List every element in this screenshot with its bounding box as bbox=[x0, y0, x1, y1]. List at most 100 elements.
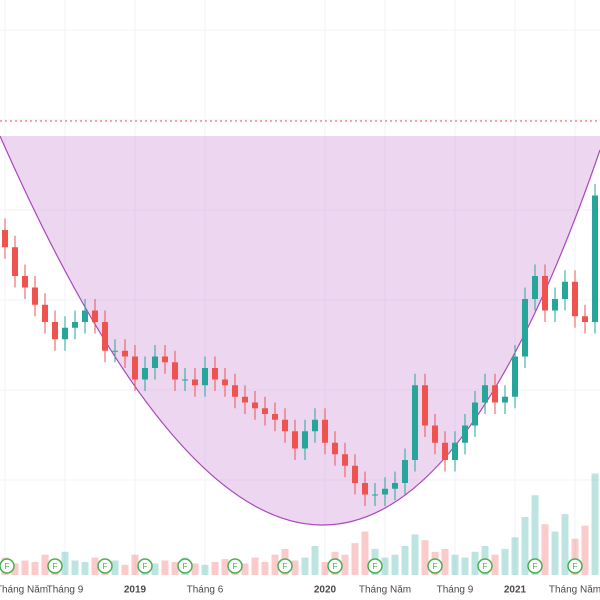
candle-body bbox=[562, 281, 568, 299]
volume-bar bbox=[61, 551, 69, 575]
candle-body bbox=[292, 431, 298, 449]
volume-bar bbox=[71, 560, 79, 575]
event-icon bbox=[477, 558, 493, 574]
volume-bar bbox=[121, 564, 129, 575]
candle-body bbox=[212, 368, 218, 380]
candle-body bbox=[552, 299, 558, 311]
volume-bar bbox=[541, 524, 549, 575]
candles bbox=[2, 184, 598, 506]
event-label: F bbox=[573, 562, 578, 571]
x-tick-label: Tháng 6 bbox=[187, 585, 224, 596]
event-icon bbox=[137, 558, 153, 574]
candle-body bbox=[182, 379, 188, 381]
candle-body bbox=[422, 385, 428, 426]
candle-body bbox=[312, 419, 318, 432]
candle-body bbox=[272, 414, 278, 420]
volume-bar bbox=[381, 557, 389, 575]
x-tick-label: Tháng 9 bbox=[437, 585, 474, 596]
candle-body bbox=[282, 419, 288, 432]
volume-bar bbox=[361, 531, 369, 575]
volume-bar bbox=[21, 560, 29, 575]
candle-body bbox=[582, 316, 588, 322]
cup-curve bbox=[0, 135, 600, 526]
candle-body bbox=[412, 385, 418, 460]
event-icon bbox=[567, 558, 583, 574]
candle-body bbox=[572, 281, 578, 317]
candle-body bbox=[442, 442, 448, 460]
candle-body bbox=[352, 465, 358, 483]
candle-body bbox=[432, 425, 438, 443]
volume-bar bbox=[471, 551, 479, 575]
volume-bar bbox=[131, 554, 139, 575]
candle-body bbox=[542, 276, 548, 311]
x-tick-label: Tháng Năm bbox=[359, 585, 411, 596]
candle-body bbox=[482, 385, 488, 403]
event-icon bbox=[47, 558, 63, 574]
candle-body bbox=[462, 425, 468, 443]
x-tick-label: Tháng Năm bbox=[0, 585, 48, 596]
candle-body bbox=[32, 287, 38, 305]
candle-body bbox=[512, 356, 518, 397]
volume-bar bbox=[531, 495, 539, 575]
candle-body bbox=[72, 322, 78, 328]
volume-bar bbox=[441, 548, 449, 575]
volume-bar bbox=[341, 554, 349, 575]
volume bbox=[1, 473, 599, 575]
event-icon bbox=[327, 558, 343, 574]
candle-body bbox=[302, 431, 308, 449]
volume-bar bbox=[271, 554, 279, 575]
vertical-grid bbox=[4, 0, 576, 575]
candle-body bbox=[152, 356, 158, 368]
volume-bar bbox=[571, 538, 579, 575]
x-tick-label: Tháng 9 bbox=[47, 585, 84, 596]
volume-bar bbox=[311, 546, 319, 575]
x-tick-label: 2019 bbox=[124, 585, 147, 596]
x-tick-label: 2021 bbox=[504, 585, 527, 596]
event-label: F bbox=[233, 562, 238, 571]
candle-body bbox=[362, 483, 368, 495]
event-label: F bbox=[333, 562, 338, 571]
candle-body bbox=[372, 494, 378, 496]
volume-bar bbox=[291, 560, 299, 575]
volume-bar bbox=[491, 554, 499, 575]
candle-body bbox=[102, 322, 108, 351]
candle-body bbox=[472, 402, 478, 426]
event-icon bbox=[177, 558, 193, 574]
event-label: F bbox=[143, 562, 148, 571]
volume-bar bbox=[551, 531, 559, 575]
candle-body bbox=[222, 379, 228, 386]
volume-bar bbox=[561, 514, 569, 575]
volume-bar bbox=[241, 563, 249, 575]
candle-body bbox=[122, 350, 128, 357]
event-label: F bbox=[433, 562, 438, 571]
candle-body bbox=[82, 310, 88, 322]
event-icon bbox=[367, 558, 383, 574]
candle-body bbox=[532, 276, 538, 299]
volume-bar bbox=[411, 534, 419, 575]
candle-body bbox=[112, 350, 118, 352]
event-label: F bbox=[373, 562, 378, 571]
event-icon bbox=[427, 558, 443, 574]
grid bbox=[0, 29, 600, 481]
candle-body bbox=[162, 356, 168, 363]
candle-body bbox=[382, 488, 388, 495]
event-label: F bbox=[53, 562, 58, 571]
event-label: F bbox=[483, 562, 488, 571]
candle-body bbox=[22, 276, 28, 288]
volume-bar bbox=[401, 546, 409, 575]
candle-body bbox=[92, 310, 98, 322]
candle-body bbox=[62, 327, 68, 340]
volume-bar bbox=[581, 525, 589, 575]
candle-body bbox=[262, 408, 268, 414]
event-label: F bbox=[283, 562, 288, 571]
volume-bar bbox=[261, 561, 269, 575]
candle-body bbox=[402, 460, 408, 483]
volume-bar bbox=[591, 473, 599, 575]
volume-bar bbox=[161, 560, 169, 575]
volume-bar bbox=[201, 564, 209, 575]
volume-bar bbox=[11, 563, 19, 575]
candle-body bbox=[252, 402, 258, 409]
event-label: F bbox=[103, 562, 108, 571]
